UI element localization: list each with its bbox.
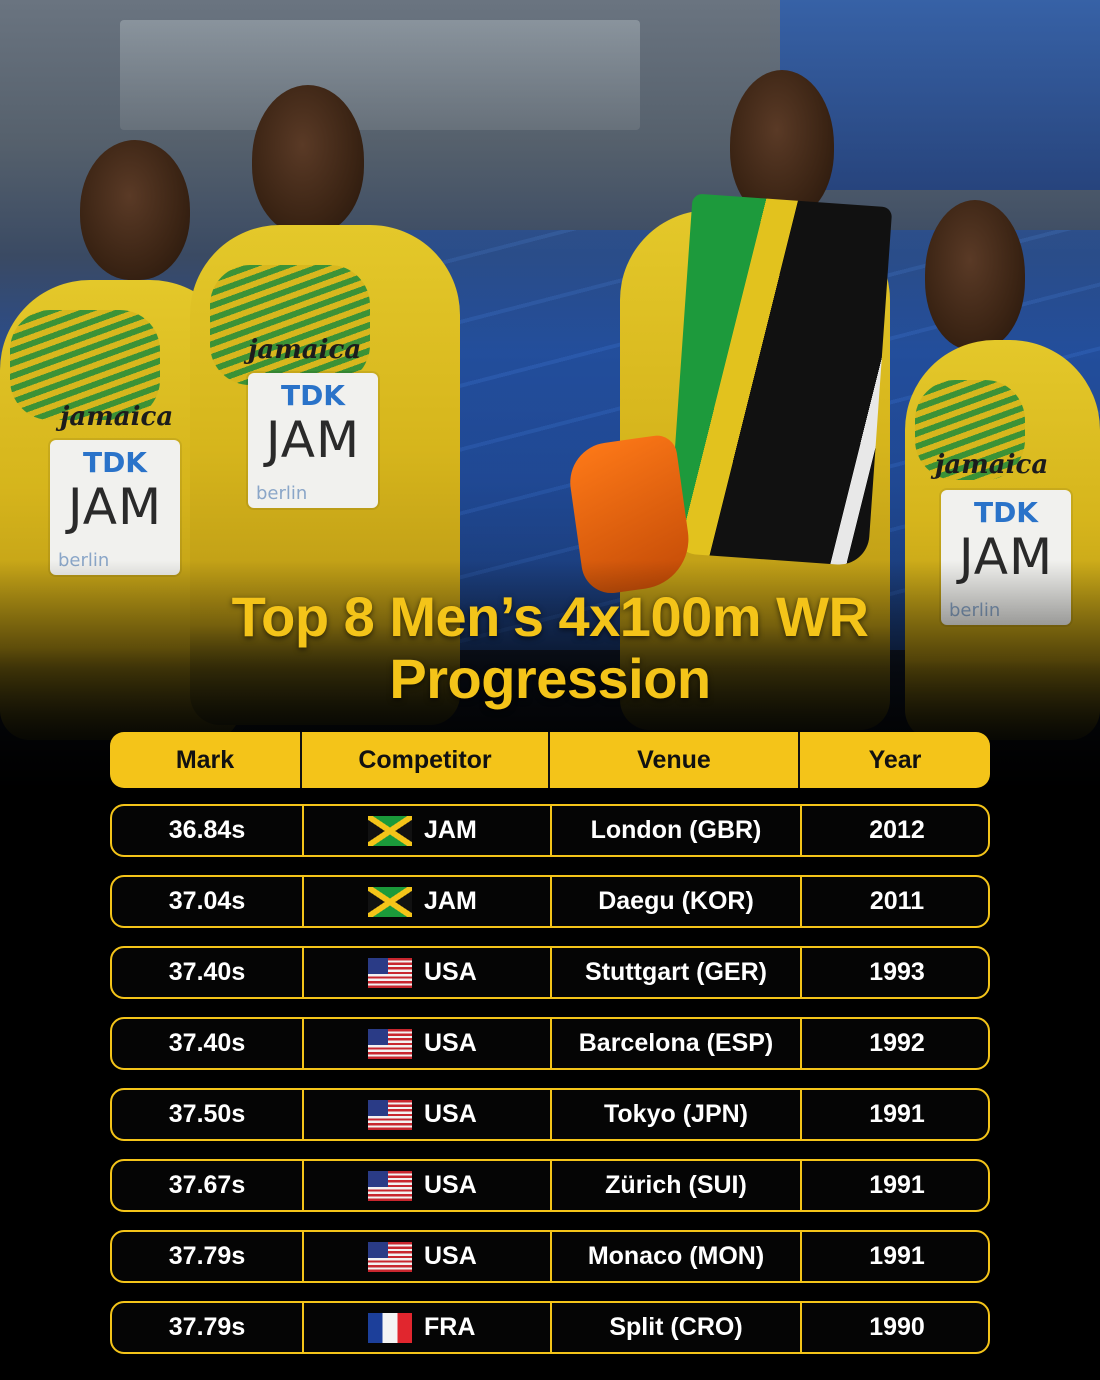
venue-cell: London (GBR): [550, 806, 800, 855]
competitor-cell: USA: [302, 1090, 550, 1139]
jamaica-flag-cloth: [667, 193, 893, 567]
header-competitor: Competitor: [300, 732, 548, 788]
competitor-code: USA: [424, 1029, 477, 1057]
competitor-code: FRA: [424, 1313, 476, 1341]
jersey-wordmark: jamaica: [935, 450, 1049, 480]
records-table: Mark Competitor Venue Year 36.84s JAM Lond…: [110, 732, 990, 1354]
competitor-cell: JAM: [302, 806, 550, 855]
jamaica-flag-icon: [368, 815, 412, 846]
year-cell: 1992: [800, 1019, 992, 1068]
bib-city: berlin: [256, 483, 308, 504]
usa-flag-icon: [368, 1028, 412, 1059]
year-cell: 1991: [800, 1232, 992, 1281]
competitor-code: USA: [424, 1171, 477, 1199]
year-cell: 1993: [800, 948, 992, 997]
bib-sponsor: TDK: [82, 446, 148, 479]
table-row: 37.79s FRA Split (CRO) 1990: [110, 1301, 990, 1354]
competitor-cell: USA: [302, 1232, 550, 1281]
mark-cell: 37.79s: [168, 1242, 246, 1270]
jamaica-flag-icon: [368, 886, 412, 917]
bib-sponsor: TDK: [280, 379, 346, 412]
competitor-code: JAM: [424, 816, 477, 844]
competitor-code: USA: [424, 1242, 477, 1270]
header-year: Year: [798, 732, 990, 788]
table-row: 37.04s JAM Daegu (KOR) 2011: [110, 875, 990, 928]
hero-photo: jamaica TDK JAM berlin jamaica TDK JAM b…: [0, 0, 1100, 800]
table-body: 36.84s JAM London (GBR) 2012 37.04s JAM Daegu …: [110, 804, 990, 1354]
mark-cell: 37.50s: [168, 1100, 246, 1128]
title-line-2: Progression: [389, 647, 711, 710]
table-header: Mark Competitor Venue Year: [110, 732, 990, 788]
stadium-stand: [120, 20, 640, 130]
year-cell: 2012: [800, 806, 992, 855]
competitor-cell: USA: [302, 948, 550, 997]
venue-cell: Split (CRO): [550, 1303, 800, 1352]
table-row: 37.67s USA Zürich (SUI) 1991: [110, 1159, 990, 1212]
page-title: Top 8 Men’s 4x100m WR Progression: [0, 586, 1100, 710]
venue-cell: Stuttgart (GER): [550, 948, 800, 997]
france-flag-icon: [368, 1312, 412, 1343]
mark-cell: 37.40s: [168, 1029, 246, 1057]
venue-cell: Monaco (MON): [550, 1232, 800, 1281]
race-bib: TDK JAM berlin: [50, 440, 180, 575]
venue-cell: Barcelona (ESP): [550, 1019, 800, 1068]
usa-flag-icon: [368, 1170, 412, 1201]
table-row: 37.79s USA Monaco (MON) 1991: [110, 1230, 990, 1283]
competitor-code: USA: [424, 958, 477, 986]
usa-flag-icon: [368, 1241, 412, 1272]
usa-flag-icon: [368, 1099, 412, 1130]
venue-cell: Zürich (SUI): [550, 1161, 800, 1210]
title-line-1: Top 8 Men’s 4x100m WR: [231, 585, 869, 648]
competitor-code: USA: [424, 1100, 477, 1128]
venue-cell: Tokyo (JPN): [550, 1090, 800, 1139]
table-row: 37.40s USA Stuttgart (GER) 1993: [110, 946, 990, 999]
bib-sponsor: TDK: [973, 496, 1039, 529]
venue-cell: Daegu (KOR): [550, 877, 800, 926]
mark-cell: 37.04s: [168, 887, 246, 915]
header-mark: Mark: [175, 745, 235, 774]
mark-cell: 36.84s: [168, 816, 246, 844]
table-row: 36.84s JAM London (GBR) 2012: [110, 804, 990, 857]
bib-code: JAM: [67, 478, 163, 536]
table-row: 37.40s USA Barcelona (ESP) 1992: [110, 1017, 990, 1070]
competitor-cell: FRA: [302, 1303, 550, 1352]
competitor-cell: USA: [302, 1161, 550, 1210]
usa-flag-icon: [368, 957, 412, 988]
competitor-code: JAM: [424, 887, 477, 915]
race-bib: TDK JAM berlin: [248, 373, 378, 508]
year-cell: 2011: [800, 877, 992, 926]
competitor-cell: USA: [302, 1019, 550, 1068]
jersey-wordmark: jamaica: [248, 335, 362, 365]
year-cell: 1990: [800, 1303, 992, 1352]
table-row: 37.50s USA Tokyo (JPN) 1991: [110, 1088, 990, 1141]
year-cell: 1991: [800, 1161, 992, 1210]
header-venue: Venue: [548, 732, 798, 788]
mark-cell: 37.79s: [168, 1313, 246, 1341]
mark-cell: 37.67s: [168, 1171, 246, 1199]
competitor-cell: JAM: [302, 877, 550, 926]
jersey-wordmark: jamaica: [60, 402, 174, 432]
bib-code: JAM: [265, 411, 361, 469]
mark-cell: 37.40s: [168, 958, 246, 986]
year-cell: 1991: [800, 1090, 992, 1139]
